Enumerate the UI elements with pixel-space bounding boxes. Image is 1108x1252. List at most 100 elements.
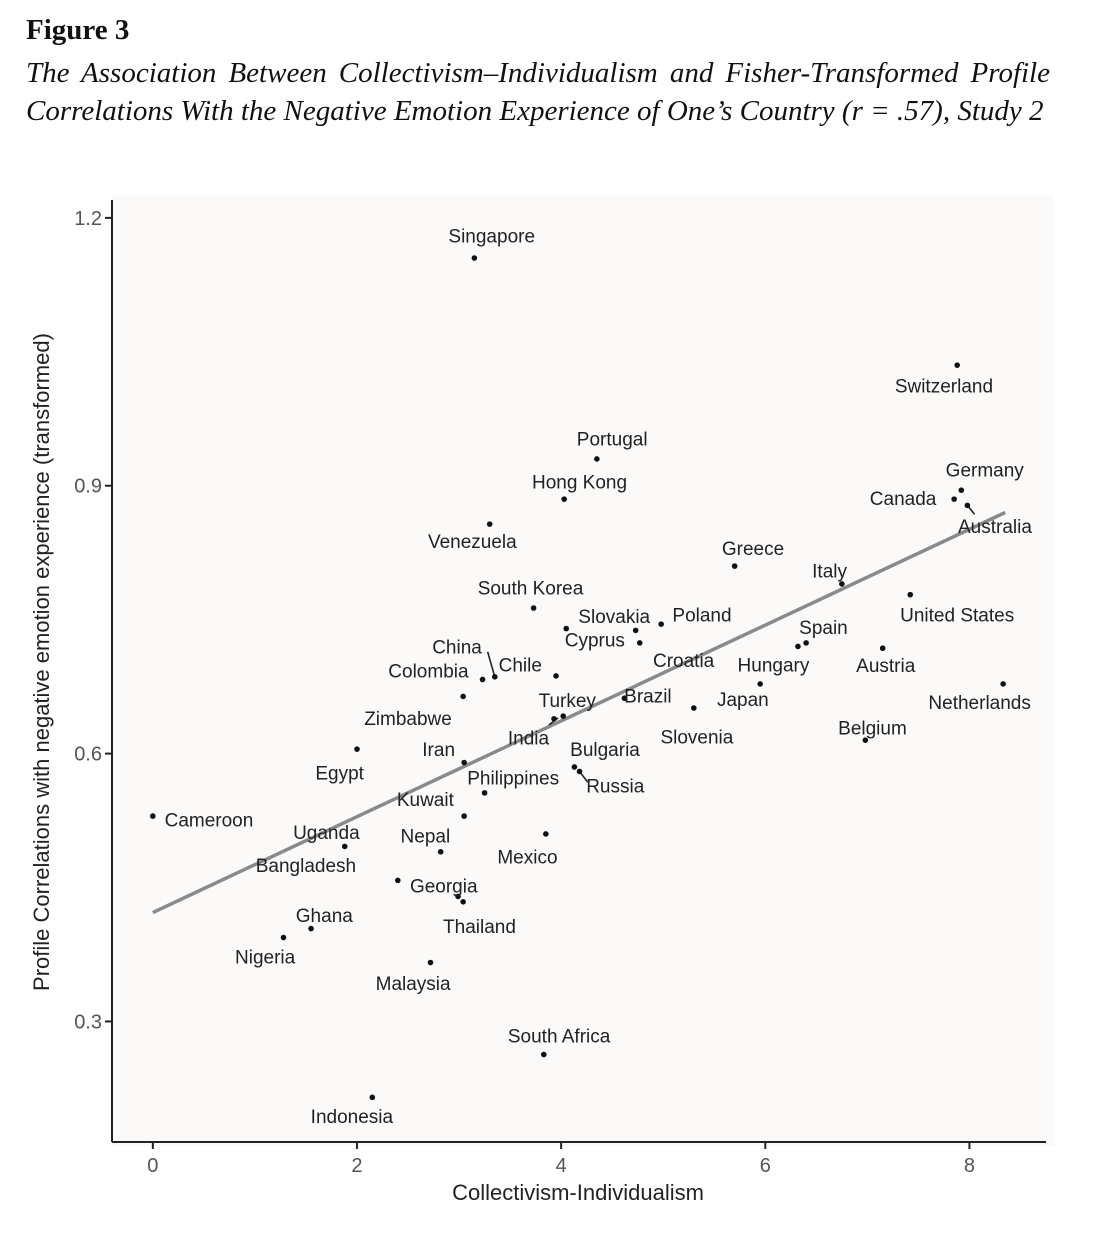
- point-label: Japan: [717, 690, 769, 711]
- point-label: Philippines: [467, 769, 559, 790]
- data-point: [540, 1051, 547, 1058]
- figure-label: Figure 3: [26, 14, 130, 46]
- point-label: Brazil: [624, 687, 672, 708]
- point-label: Portugal: [577, 429, 648, 450]
- data-point: [757, 681, 763, 687]
- data-point: [308, 925, 314, 932]
- leader-line: [486, 651, 496, 678]
- point-label: Turkey: [539, 691, 597, 712]
- point-label: South Africa: [508, 1027, 611, 1048]
- point-label: Mexico: [497, 847, 557, 868]
- data-point: [341, 843, 348, 850]
- point-label: Kuwait: [397, 790, 455, 811]
- data-point: [280, 934, 287, 941]
- point-label: Bangladesh: [256, 856, 356, 877]
- data-point: [471, 255, 478, 261]
- point-label: United States: [900, 605, 1014, 626]
- data-point: [561, 496, 567, 502]
- point-label: Netherlands: [928, 693, 1030, 714]
- point-label: Indonesia: [311, 1107, 394, 1128]
- data-point: [486, 521, 493, 527]
- point-label: Germany: [946, 461, 1025, 482]
- data-point: [427, 959, 434, 966]
- point-label: Cyprus: [565, 630, 625, 651]
- data-point: [576, 768, 583, 775]
- point-label: Croatia: [653, 651, 715, 672]
- data-point: [571, 764, 578, 770]
- data-point: [795, 643, 801, 650]
- y-axis-title: Profile Correlations with negative emoti…: [29, 333, 54, 991]
- point-label: Cameroon: [165, 811, 254, 832]
- trend-line: [152, 510, 1006, 915]
- data-point: [437, 849, 444, 855]
- point-label: Canada: [870, 489, 937, 510]
- point-label: Greece: [722, 539, 784, 560]
- point-label: Chile: [499, 655, 542, 676]
- data-point: [632, 627, 639, 634]
- data-point: [691, 705, 697, 711]
- data-point: [369, 1094, 376, 1101]
- data-point: [461, 759, 467, 766]
- data-point: [594, 456, 600, 462]
- data-point: [636, 640, 643, 646]
- data-point: [530, 605, 537, 611]
- data-point: [958, 487, 965, 493]
- trend-line-group: [152, 510, 1006, 915]
- point-label: Ghana: [296, 906, 353, 927]
- point-label: India: [508, 729, 550, 750]
- point-label: Egypt: [315, 763, 364, 784]
- point-label: Austria: [856, 656, 916, 677]
- x-axis-title: Collectivism-Individualism: [452, 1180, 704, 1205]
- data-point: [879, 645, 886, 652]
- point-label: Russia: [586, 777, 645, 798]
- point-labels: Singapore Switzerland Portugal Hong Kong Ger…: [165, 227, 1033, 1128]
- point-label: Zimbabwe: [364, 709, 452, 730]
- data-point: [560, 713, 566, 719]
- data-point: [658, 621, 664, 627]
- point-label: Australia: [958, 517, 1032, 538]
- point-label: Hungary: [738, 655, 810, 676]
- x-tick-label: 8: [964, 1155, 975, 1177]
- y-tick-label: 0.3: [74, 1011, 102, 1033]
- plot-area: [112, 196, 1054, 1146]
- data-point: [354, 746, 360, 752]
- point-label: Singapore: [448, 227, 535, 248]
- data-point: [563, 625, 570, 632]
- point-label: Venezuela: [428, 532, 517, 553]
- data-point: [907, 591, 914, 598]
- data-point: [455, 893, 461, 900]
- point-label: China: [432, 637, 482, 658]
- data-point: [543, 831, 549, 837]
- point-label: Belgium: [838, 719, 907, 740]
- data-point: [460, 899, 466, 905]
- y-tick-label: 0.9: [74, 476, 102, 498]
- point-label: Thailand: [443, 917, 516, 938]
- data-point: [481, 790, 488, 796]
- data-point: [621, 695, 628, 702]
- data-point: [803, 640, 809, 646]
- point-label: Nepal: [401, 827, 451, 848]
- data-point: [551, 715, 557, 722]
- data-point: [491, 674, 498, 680]
- point-label: Switzerland: [895, 377, 993, 398]
- data-point: [1000, 681, 1006, 687]
- point-label: Bulgaria: [570, 740, 640, 761]
- x-tick-label: 4: [556, 1155, 567, 1177]
- data-point: [460, 693, 466, 700]
- point-label: Slovenia: [660, 728, 733, 749]
- data-point: [479, 676, 486, 683]
- data-point: [964, 502, 971, 509]
- point-label: Uganda: [293, 823, 360, 844]
- data-point: [731, 563, 738, 569]
- data-point: [951, 496, 957, 502]
- point-label: Iran: [422, 740, 455, 761]
- data-points: [150, 255, 1006, 1101]
- point-label: Hong Kong: [532, 472, 627, 493]
- data-point: [461, 813, 467, 819]
- point-label: South Korea: [478, 579, 584, 600]
- data-point: [553, 673, 559, 679]
- point-label: Nigeria: [235, 947, 296, 968]
- figure-caption: The Association Between Collectivism–Ind…: [26, 57, 1050, 127]
- ticks: 0 2 4 6 8 0.3 0.6 0.9 1.2: [74, 208, 975, 1177]
